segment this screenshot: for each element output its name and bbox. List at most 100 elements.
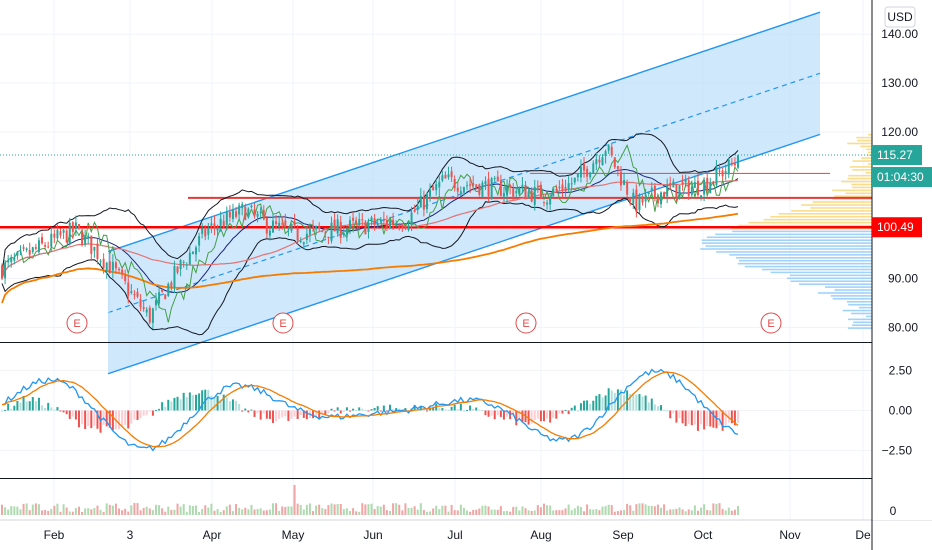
macd-histogram-bar [34,401,37,411]
macd-histogram-bar [133,410,136,420]
volume-bar [4,507,7,515]
currency-label: USD [887,10,913,24]
volume-bar [93,507,96,515]
volume-profile-bar [848,174,872,177]
macd-histogram-bar [392,409,395,411]
volume-bar [422,510,425,515]
macd-histogram-bar [376,406,379,411]
candle-body [721,170,724,177]
macd-histogram-bar [549,410,552,423]
volume-bar [367,504,370,515]
volume-bar [583,511,586,515]
volume-bar [265,510,268,515]
volume-bar [546,505,549,515]
time-tick-label: Aug [530,528,551,542]
volume-bar [195,505,198,515]
macd-histogram-bar [561,410,564,414]
macd-histogram-bar [690,410,693,426]
candle-body [302,242,305,245]
macd-histogram-bar [213,398,216,411]
candle-body [81,231,84,245]
signal-line [1,371,739,448]
candle-body [567,183,570,191]
macd-histogram-bar [382,405,385,411]
volume-bar [407,508,410,515]
candle-body [308,228,311,235]
volume-profile-bar [761,268,872,271]
bollinger-upper [1,133,739,274]
candle-body [154,300,157,306]
macd-histogram-bar [293,410,296,417]
candle-body [121,269,124,275]
volume-bar [730,510,733,515]
volume-bar [536,505,539,515]
volume-bar [533,510,536,515]
volume-bar [576,505,579,515]
macd-histogram-bar [290,410,293,419]
candle-body [158,292,161,304]
volume-bar [512,506,515,515]
macd-histogram-bar [287,410,290,421]
volume-bar [592,509,595,515]
time-tick-label: May [282,528,305,542]
ma-medium [1,179,739,279]
candle-body [487,178,490,197]
candle-body [595,159,598,164]
macd-histogram-bar [321,410,324,414]
macd-histogram-bar [164,406,167,411]
currency-badge[interactable] [884,6,916,28]
macd-histogram-bar [687,410,690,424]
candle-body [278,222,281,227]
volume-profile-bar [801,204,872,206]
volume-bar [118,508,121,515]
macd-histogram-bar [629,393,632,411]
candle-body [598,159,601,163]
volume-bar [84,508,87,515]
candle-body [681,181,684,185]
volume-profile-bar [868,163,872,165]
macd-histogram-bar [265,410,268,419]
candle-body [663,192,666,197]
macd-histogram-bar [623,394,626,411]
volume-bar [601,506,604,515]
macd-histogram-bar [118,410,121,430]
candle-body [99,260,102,262]
candle-body [656,196,659,204]
macd-histogram-bar [336,407,339,411]
volume-bar [262,510,265,515]
volume-bar [718,503,721,515]
macd-histogram-bar [278,410,281,419]
time-tick-label: Nov [779,528,800,542]
volume-bar [666,510,669,515]
macd-histogram-bar [407,410,410,413]
volume-profile-bar [706,236,872,239]
volume-bar [675,508,678,515]
macd-histogram-bar [462,410,465,412]
volume-bar [401,510,404,515]
volume-profile-bar [810,207,872,209]
volume-bar [392,503,395,515]
price-tick-label: 130.00 [881,76,918,90]
macd-histogram-bar [77,410,80,428]
price-tag-label: 01:04:30 [877,170,924,184]
macd-histogram-bar [142,410,145,416]
volume-profile-bar [832,298,872,300]
volume-bar [632,510,635,515]
candle-body [684,179,687,183]
candle-body [219,218,222,226]
volume-bar [385,510,388,515]
candle-body [527,191,530,197]
candle-body [410,212,413,225]
candle-body [7,260,10,263]
candle-body [191,251,194,255]
candle-body [558,186,561,189]
macd-histogram-bar [198,393,201,411]
volume-profile-bar [770,215,872,218]
volume-bar [37,504,40,515]
macd-histogram-bar [453,404,456,411]
volume-bar [268,509,271,515]
volume-bar [281,506,284,515]
macd-histogram-bar [610,390,613,411]
volume-bar [333,504,336,515]
